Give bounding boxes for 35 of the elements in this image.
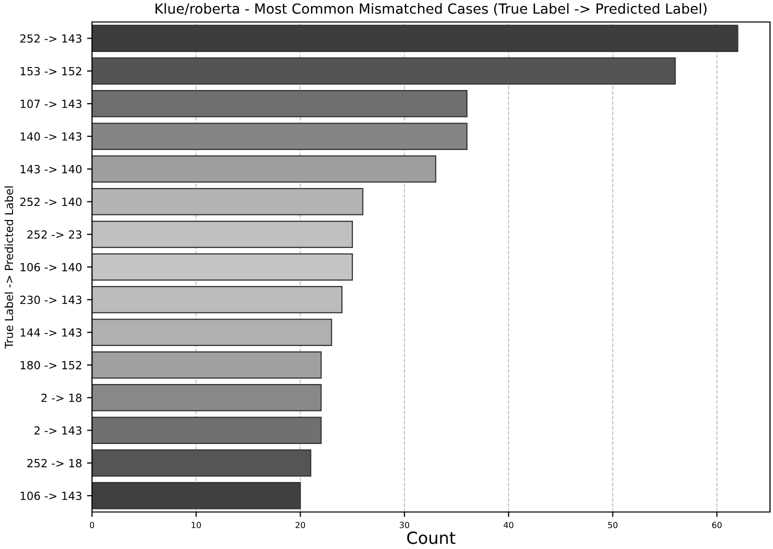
y-tick-label: 2 -> 18 <box>42 394 82 402</box>
x-tick-label: 50 <box>608 522 618 528</box>
bar <box>92 351 322 379</box>
x-tick-label: 0 <box>90 522 94 528</box>
y-tick-label: 106 -> 140 <box>20 262 82 272</box>
bar <box>92 57 676 85</box>
y-tick-label: 144 -> 143 <box>20 328 82 337</box>
y-tick-label: 252 -> 140 <box>20 198 82 206</box>
y-tick-label: 230 -> 143 <box>20 296 82 304</box>
x-tick-label: 30 <box>400 522 410 528</box>
bar <box>92 482 301 510</box>
bar <box>92 449 312 477</box>
bar <box>92 384 322 412</box>
x-tick-label: 20 <box>296 522 306 528</box>
y-tick-label: 106 -> 143 <box>20 492 82 500</box>
x-tick-label: 40 <box>504 522 514 528</box>
bar <box>92 122 468 150</box>
y-axis-title: True Label -> Predicted Label <box>4 186 14 349</box>
chart-title: Klue/roberta - Most Common Mismatched Cases (True Label -> Predicted Label) <box>156 3 707 16</box>
y-tick-label: 252 -> 23 <box>27 230 82 239</box>
y-tick-label: 143 -> 140 <box>20 164 82 174</box>
y-tick-label: 180 -> 152 <box>20 360 82 370</box>
y-tick-label: 153 -> 152 <box>20 66 82 76</box>
x-axis-title: Count <box>407 531 456 544</box>
bar <box>92 416 322 444</box>
x-tick-label: 10 <box>192 522 201 528</box>
bar <box>92 90 468 118</box>
y-tick-label: 252 -> 143 <box>20 34 82 43</box>
bar <box>92 24 738 52</box>
y-tick-label: 140 -> 143 <box>20 132 82 141</box>
y-tick-label: 107 -> 143 <box>20 100 82 108</box>
bar <box>92 155 436 183</box>
x-tick-label: 60 <box>712 522 722 528</box>
y-tick-label: 252 -> 18 <box>27 458 82 468</box>
y-tick-label: 2 -> 143 <box>34 426 82 435</box>
